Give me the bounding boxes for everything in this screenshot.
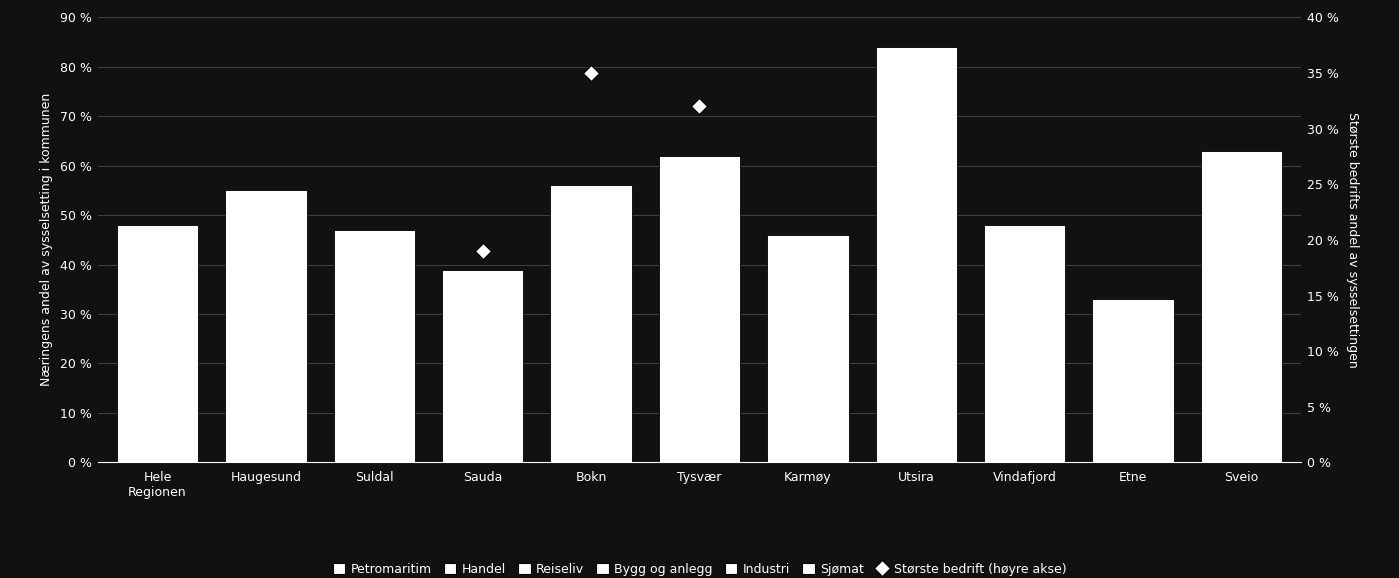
Bar — [225, 190, 306, 462]
Bar — [1093, 299, 1174, 462]
Bar — [983, 225, 1065, 462]
Bar — [876, 47, 957, 462]
Bar — [334, 230, 416, 462]
Bar — [442, 269, 523, 462]
Bar — [659, 156, 740, 462]
Bar — [767, 235, 849, 462]
Bar — [550, 186, 632, 462]
Y-axis label: Næringens andel av sysselsetting i kommunen: Næringens andel av sysselsetting i kommu… — [41, 93, 53, 387]
Bar — [1200, 151, 1281, 462]
Legend: Petromaritim, Handel, Reiseliv, Bygg og anlegg, Industri, Sjømat, Største bedrif: Petromaritim, Handel, Reiseliv, Bygg og … — [327, 558, 1072, 578]
Bar — [118, 225, 199, 462]
Y-axis label: Største bedrifts andel av sysselsettingen: Største bedrifts andel av sysselsettinge… — [1346, 112, 1360, 368]
